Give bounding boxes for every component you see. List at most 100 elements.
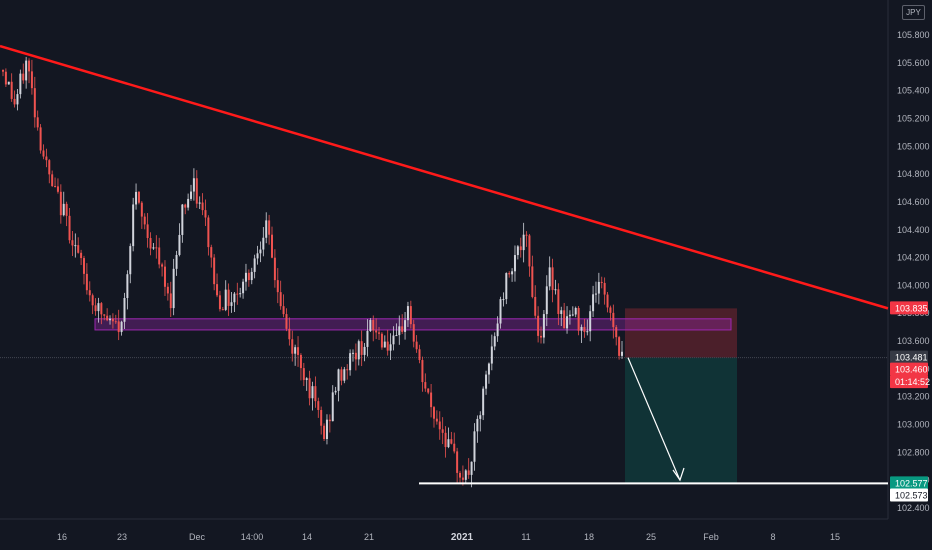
candle-body — [305, 378, 308, 380]
candle-body — [106, 315, 109, 321]
candle-body — [406, 306, 409, 321]
candle-body — [328, 419, 331, 422]
candle-body — [227, 289, 230, 306]
candle-body — [161, 264, 164, 267]
candle-body — [450, 439, 453, 444]
candle-body — [276, 280, 279, 293]
currency-button[interactable]: JPY — [902, 5, 925, 20]
candle-body — [369, 319, 372, 331]
price-label-text: 103.835 — [895, 303, 928, 313]
candle-body — [502, 299, 505, 301]
candle-body — [250, 271, 253, 281]
candle-body — [479, 415, 482, 419]
candle-body — [432, 407, 435, 419]
candle-body — [528, 235, 531, 267]
time-tick-label: 11 — [521, 532, 530, 542]
candle-body — [236, 293, 239, 295]
candle-body — [586, 331, 589, 333]
candle-body — [612, 312, 615, 328]
direction-arrow[interactable] — [627, 357, 681, 481]
candle-body — [282, 306, 285, 315]
candle-body — [216, 284, 219, 296]
price-tick-label: 103.000 — [897, 420, 930, 430]
candle-body — [190, 191, 193, 199]
resistance-trendline[interactable] — [0, 44, 889, 310]
candle-body — [317, 401, 320, 411]
candle-body — [221, 309, 224, 311]
candle-body — [10, 81, 13, 99]
candle-body — [580, 326, 583, 331]
candle-body — [288, 328, 291, 340]
candle-body — [574, 307, 577, 315]
candle-body — [476, 418, 479, 432]
candle-body — [253, 258, 256, 272]
candle-body — [114, 321, 117, 323]
candle-body — [91, 295, 94, 306]
candle-body — [25, 60, 28, 81]
price-tick-label: 104.600 — [897, 197, 930, 207]
time-tick-label: 2021 — [451, 532, 474, 543]
candle-body — [516, 246, 519, 256]
candle-body — [207, 217, 210, 248]
candle-body — [343, 369, 346, 381]
candle-body — [140, 202, 143, 217]
candle-body — [568, 314, 571, 317]
candle-body — [621, 351, 623, 356]
candle-body — [473, 431, 476, 462]
price-label-badge — [890, 301, 928, 315]
time-tick-label: Feb — [703, 532, 719, 542]
time-tick-label: 14 — [302, 532, 312, 542]
candle-body — [485, 374, 488, 389]
candle-body — [149, 237, 152, 249]
candle-body — [560, 310, 563, 314]
candle-body — [120, 321, 123, 333]
candle-body — [325, 419, 328, 440]
candle-body — [597, 281, 600, 294]
candle-body — [39, 127, 42, 151]
candle-body — [291, 339, 294, 354]
candle-body — [184, 204, 187, 208]
candle-body — [265, 220, 268, 238]
candle-body — [557, 289, 560, 314]
candle-body — [418, 349, 421, 361]
candle-body — [493, 336, 496, 347]
candle-body — [542, 314, 545, 338]
candle-body — [172, 268, 175, 309]
arrow-head — [672, 467, 685, 482]
price-tick-label: 105.000 — [897, 141, 930, 151]
candle-body — [430, 392, 433, 408]
candle-body — [109, 318, 112, 321]
time-tick-label: 15 — [830, 532, 840, 542]
time-tick-label: 25 — [646, 532, 656, 542]
candle-body — [363, 346, 366, 355]
candle-body — [609, 307, 612, 313]
candle-body — [467, 470, 470, 475]
price-label-badge — [890, 488, 928, 502]
candle-body — [395, 335, 398, 337]
price-label-badge — [890, 375, 928, 389]
candle-body — [30, 71, 33, 89]
candle-body — [412, 324, 415, 342]
price-tick-label: 102.400 — [897, 503, 930, 513]
candle-body — [239, 293, 242, 295]
candle-body — [459, 472, 462, 478]
candle-body — [259, 249, 262, 254]
take-profit-zone[interactable] — [625, 357, 737, 484]
candle-body — [366, 330, 369, 347]
price-tick-label: 105.600 — [897, 58, 930, 68]
candle-body — [56, 186, 59, 192]
candle-body — [386, 341, 389, 351]
candle-body — [100, 303, 103, 315]
candle-body — [404, 320, 407, 332]
candle-body — [360, 341, 363, 355]
stop-loss-zone[interactable] — [625, 308, 737, 358]
time-tick-label: Dec — [189, 532, 206, 542]
candle-body — [146, 224, 149, 238]
candle-body — [137, 191, 140, 203]
candle-body — [334, 390, 337, 393]
candle-body — [337, 369, 340, 391]
candle-body — [213, 257, 216, 285]
candle-body — [111, 318, 114, 322]
